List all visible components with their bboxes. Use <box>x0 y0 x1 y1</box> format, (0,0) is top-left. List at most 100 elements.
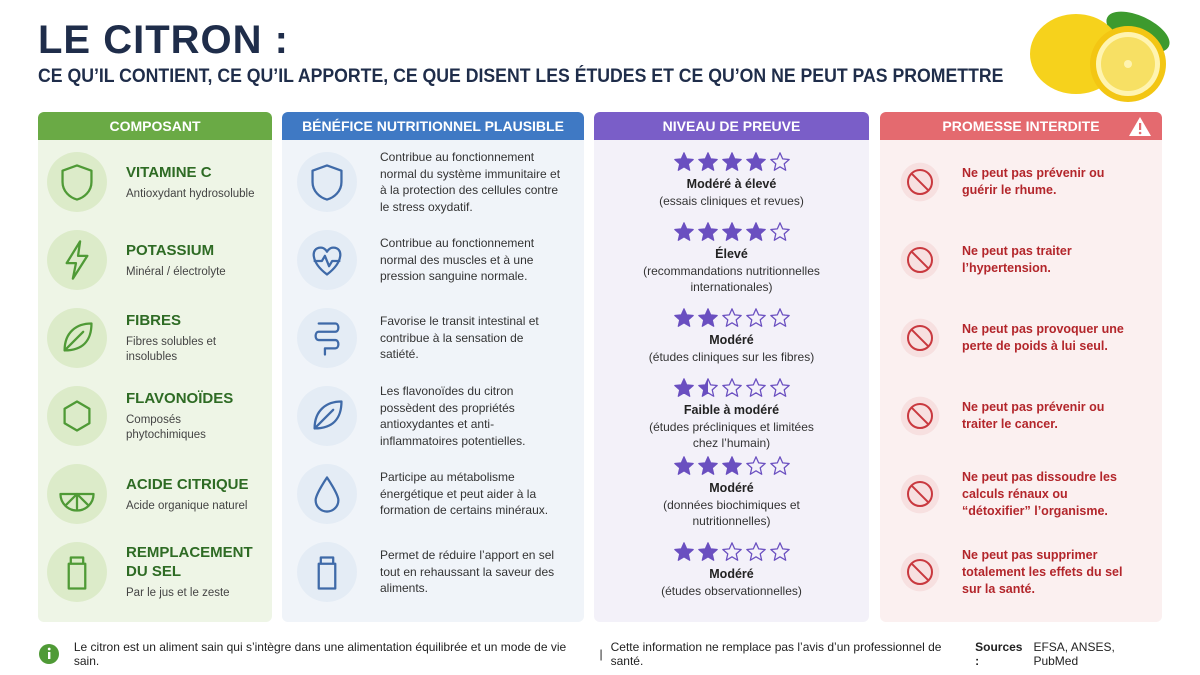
disclaimer: Cette information ne remplace pas l’avis… <box>610 640 942 668</box>
component-detail: Antioxydant hydrosoluble <box>126 187 255 200</box>
evidence-level: Modéré <box>709 332 754 347</box>
icon-path <box>312 246 342 276</box>
evidence-cell: Modéré à élevé (essais cliniques et revue… <box>594 143 869 217</box>
icon-glyph <box>317 556 337 590</box>
ban-slash <box>910 250 930 270</box>
star-outline <box>721 307 742 327</box>
component-name: FIBRES <box>126 312 182 329</box>
icon-path <box>317 556 337 590</box>
evidence-cell: Modéré (données biochimiques et nutrition… <box>594 455 869 529</box>
star-outline <box>721 151 742 171</box>
star <box>745 377 766 397</box>
component-text: VITAMINE C Antioxydant hydrosoluble <box>126 163 255 202</box>
component-text: FLAVONOÏDES Composés phytochimiques <box>126 389 264 443</box>
star <box>745 307 766 327</box>
promise-cell: Ne peut pas dissoudre les calculs rénaux… <box>900 457 1152 531</box>
star-outline <box>769 455 790 475</box>
evidence-cell: Modéré (études observationnelles) <box>594 533 869 607</box>
icon <box>297 386 357 446</box>
component-detail: Minéral / électrolyte <box>126 265 226 278</box>
component-cell: FIBRES Fibres solubles et insolubles <box>46 301 264 375</box>
star <box>721 151 742 171</box>
evidence-source: (études observationnelles) <box>661 583 802 598</box>
icon-glyph <box>65 240 89 280</box>
icon-glyph <box>314 476 340 513</box>
ban-ring <box>907 481 933 507</box>
column-panel <box>880 140 1162 622</box>
star <box>697 221 718 241</box>
benefit-text: Les flavonoïdes du citron possèdent des … <box>380 384 526 448</box>
promise-text: Ne peut pas provoquer une perte de poids… <box>962 322 1124 353</box>
sources: EFSA, ANSES, PubMed <box>1033 640 1115 668</box>
icon-path <box>65 240 89 280</box>
benefit-cell: Contribue au fonctionnement normal du sy… <box>296 145 570 219</box>
column-header: COMPOSANT <box>38 112 272 140</box>
ban-slash <box>910 406 930 426</box>
icon-circle <box>297 308 357 368</box>
star <box>769 377 790 397</box>
icon <box>297 542 357 602</box>
star-outline <box>769 151 790 171</box>
icon <box>47 386 107 446</box>
star-outline <box>745 377 766 397</box>
star-outline <box>745 151 766 171</box>
ban-slash <box>910 562 930 582</box>
star <box>745 151 766 171</box>
benefit-text: Permet de réduire l’apport en sel tout e… <box>380 548 555 596</box>
warning-bar <box>1139 123 1142 130</box>
ban-icon <box>900 552 940 592</box>
evidence-level: Modéré <box>709 480 754 495</box>
benefit-cell: Contribue au fonctionnement normal des m… <box>296 223 570 297</box>
benefit-text: Contribue au fonctionnement normal du sy… <box>380 150 561 214</box>
star <box>745 221 766 241</box>
star-outline <box>769 221 790 241</box>
promise-cell: Ne peut pas prévenir ou guérir le rhume. <box>900 145 1152 219</box>
component-text: REMPLACEMENT DU SEL Par le jus et le zest… <box>126 543 264 601</box>
sources-label: Sources : <box>975 640 1023 668</box>
icon-glyph <box>59 492 95 512</box>
promise-cell: Ne peut pas supprimer totalement les eff… <box>900 535 1152 609</box>
star-outline <box>745 455 766 475</box>
icon <box>297 230 357 290</box>
icon-glyph <box>63 322 93 352</box>
star <box>673 377 694 397</box>
evidence-level: Faible à modéré <box>683 402 780 417</box>
icon <box>47 230 107 290</box>
star <box>745 455 766 475</box>
promise-text: Ne peut pas dissoudre les calculs rénaux… <box>962 469 1117 518</box>
icon-glyph <box>312 246 342 276</box>
component-detail: Fibres solubles et insolubles <box>126 336 217 363</box>
ban-ring <box>907 247 933 273</box>
star-rating <box>673 221 791 243</box>
promise-text: Ne peut pas prévenir ou traiter le cance… <box>962 400 1105 431</box>
star-outline <box>673 151 694 171</box>
star <box>697 151 718 171</box>
evidence-source: (données biochimiques et nutritionnelles… <box>663 497 800 529</box>
icon-glyph <box>61 164 93 201</box>
component-name: FLAVONOÏDES <box>126 390 234 407</box>
component-name: ACIDE CITRIQUE <box>126 475 249 493</box>
benefit-text: Favorise le transit intestinal et contri… <box>380 314 539 362</box>
evidence-cell: Élevé (recommandations nutritionnelles in… <box>594 221 869 295</box>
component-name: REMPLACEMENT DU SEL <box>126 544 253 580</box>
star-rating <box>673 377 791 399</box>
icon-path <box>311 164 343 201</box>
icon-path <box>314 476 340 513</box>
benefit-cell: Permet de réduire l’apport en sel tout e… <box>296 535 570 609</box>
star <box>769 307 790 327</box>
icon <box>47 542 107 602</box>
icon-circle <box>47 542 107 602</box>
star-fill <box>698 378 708 396</box>
star-outline <box>745 541 766 561</box>
column-panel <box>282 140 584 622</box>
star-rating <box>673 455 791 477</box>
star-outline <box>769 541 790 561</box>
star-outline <box>673 307 694 327</box>
evidence-level: Élevé <box>715 246 748 261</box>
star-outline <box>673 221 694 241</box>
component-cell: REMPLACEMENT DU SEL Par le jus et le zest… <box>46 535 264 609</box>
icon <box>297 464 357 524</box>
star <box>745 541 766 561</box>
promise-text: Ne peut pas supprimer totalement les eff… <box>962 547 1123 596</box>
star-outline <box>721 377 742 397</box>
